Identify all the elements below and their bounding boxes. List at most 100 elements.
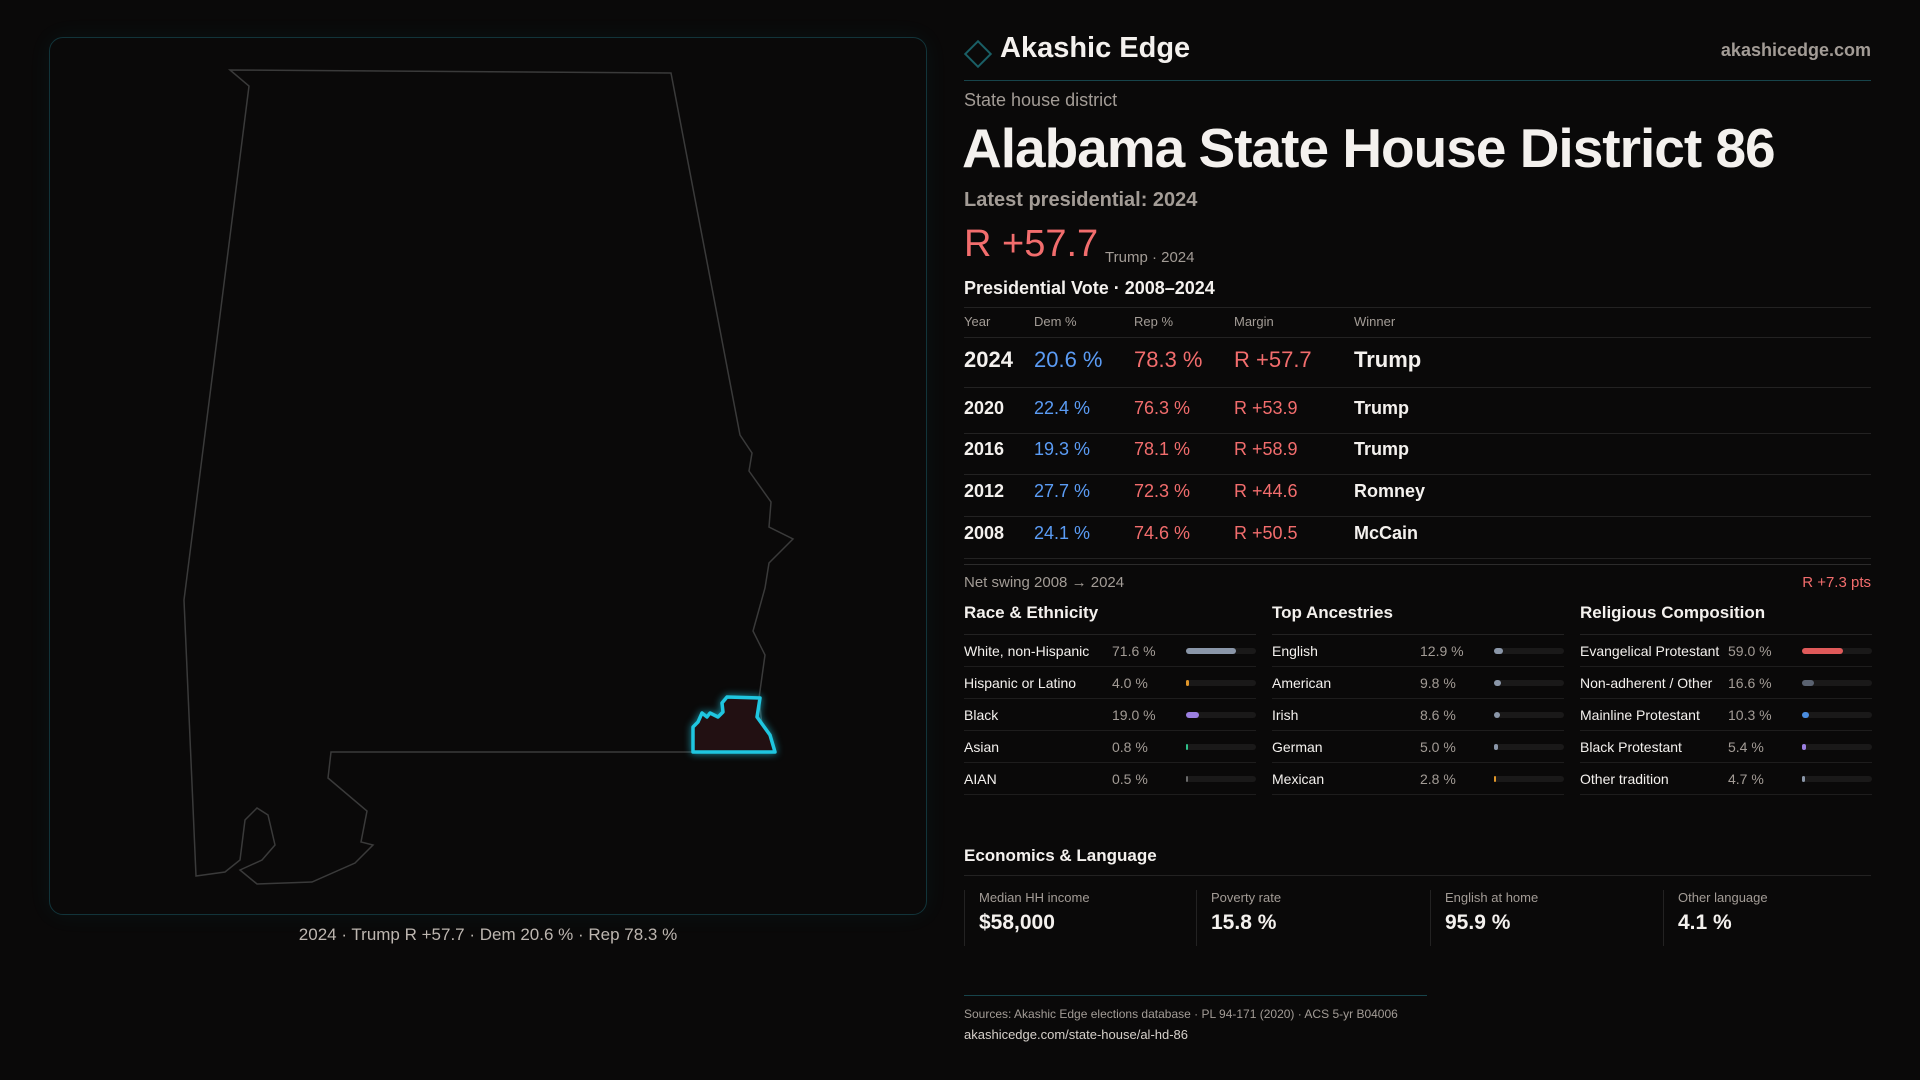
item-bar-fill xyxy=(1494,647,1504,654)
item-value: 71.6 % xyxy=(1112,642,1156,659)
section-title: Top Ancestries xyxy=(1272,603,1564,635)
list-item: AIAN 0.5 % xyxy=(964,763,1256,795)
item-bar xyxy=(1802,679,1872,686)
cell-winner: Trump xyxy=(1354,439,1410,459)
item-bar-fill xyxy=(1802,679,1814,686)
item-value: 16.6 % xyxy=(1728,674,1772,691)
item-bar-fill xyxy=(1186,743,1188,750)
list-item: American 9.8 % xyxy=(1272,667,1564,699)
list-item: Mexican 2.8 % xyxy=(1272,763,1564,795)
brand-name: Akashic Edge xyxy=(1000,32,1191,64)
religion-section: Religious Composition Evangelical Protest… xyxy=(1580,603,1872,795)
item-bar xyxy=(1802,711,1872,718)
item-value: 0.5 % xyxy=(1112,770,1148,787)
latest-margin: R +57.7 xyxy=(964,223,1099,265)
list-item: Black 19.0 % xyxy=(964,699,1256,731)
item-bar-fill xyxy=(1802,647,1844,654)
stat-card: English at home 95.9 % xyxy=(1430,890,1655,946)
item-bar-fill xyxy=(1802,743,1806,750)
item-bar xyxy=(1494,711,1564,718)
item-value: 5.4 % xyxy=(1728,738,1764,755)
net-swing-value: R +7.3 pts xyxy=(1802,574,1871,591)
item-label: Asian xyxy=(964,738,1000,755)
item-bar xyxy=(1494,679,1564,686)
item-label: Hispanic or Latino xyxy=(964,674,1077,691)
cell-dem: 20.6 % xyxy=(1034,347,1103,372)
item-value: 2.8 % xyxy=(1420,770,1456,787)
cell-dem: 24.1 % xyxy=(1034,523,1091,543)
stat-value: 4.1 % xyxy=(1678,911,1732,934)
item-label: Non-adherent / Other xyxy=(1580,674,1713,691)
cell-margin: R +57.7 xyxy=(1234,347,1312,372)
stat-card: Median HH income $58,000 xyxy=(964,890,1189,946)
latest-label: Latest presidential: 2024 xyxy=(964,189,1198,211)
pres-table-title: Presidential Vote · 2008–2024 xyxy=(964,278,1215,298)
item-bar xyxy=(1494,775,1564,782)
page-title: Alabama State House District 86 xyxy=(962,117,1776,179)
stat-label: Median HH income xyxy=(979,890,1090,905)
item-label: American xyxy=(1272,674,1332,691)
stat-value: $58,000 xyxy=(979,911,1055,934)
section-title: Religious Composition xyxy=(1580,603,1872,635)
item-value: 59.0 % xyxy=(1728,642,1772,659)
list-item: Other tradition 4.7 % xyxy=(1580,763,1872,795)
item-value: 0.8 % xyxy=(1112,738,1148,755)
item-bar xyxy=(1186,647,1256,654)
item-bar-fill xyxy=(1802,711,1810,718)
column-header: Margin xyxy=(1234,314,1274,329)
stat-card: Poverty rate 15.8 % xyxy=(1196,890,1421,946)
net-swing-label: Net swing 2008 → 2024 xyxy=(964,574,1125,591)
item-bar-fill xyxy=(1186,647,1237,654)
race-section: Race & Ethnicity White, non-Hispanic 71.6 … xyxy=(964,603,1256,795)
item-value: 9.8 % xyxy=(1420,674,1456,691)
item-bar-fill xyxy=(1494,679,1501,686)
stat-card: Other language 4.1 % xyxy=(1663,890,1888,946)
stat-label: Poverty rate xyxy=(1211,890,1282,905)
list-item: Evangelical Protestant 59.0 % xyxy=(1580,635,1872,667)
cell-dem: 19.3 % xyxy=(1034,439,1091,459)
list-item: English 12.9 % xyxy=(1272,635,1564,667)
stat-value: 95.9 % xyxy=(1445,911,1511,934)
page-url[interactable]: akashicedge.com/state-house/al-hd-86 xyxy=(964,1027,1189,1042)
item-label: Mexican xyxy=(1272,770,1325,787)
item-label: German xyxy=(1272,738,1323,755)
cell-winner: Romney xyxy=(1354,481,1426,501)
item-label: Mainline Protestant xyxy=(1580,706,1700,723)
cell-margin: R +44.6 xyxy=(1234,481,1298,501)
item-value: 5.0 % xyxy=(1420,738,1456,755)
cell-margin: R +50.5 xyxy=(1234,523,1298,543)
item-bar xyxy=(1494,743,1564,750)
ancestry-section: Top Ancestries English 12.9 % American 9.8 %… xyxy=(1272,603,1564,795)
item-label: Evangelical Protestant xyxy=(1580,642,1720,659)
map-panel[interactable] xyxy=(49,37,927,915)
map-caption: 2024 · Trump R +57.7 · Dem 20.6 % · Rep … xyxy=(298,925,678,944)
list-item: Irish 8.6 % xyxy=(1272,699,1564,731)
item-bar-fill xyxy=(1186,711,1200,718)
list-item: German 5.0 % xyxy=(1272,731,1564,763)
item-label: White, non-Hispanic xyxy=(964,642,1090,659)
cell-year: 2008 xyxy=(964,523,1005,543)
item-bar xyxy=(1494,647,1564,654)
cell-rep: 76.3 % xyxy=(1134,398,1191,418)
item-value: 8.6 % xyxy=(1420,706,1456,723)
item-value: 4.0 % xyxy=(1112,674,1148,691)
cell-rep: 72.3 % xyxy=(1134,481,1191,501)
item-bar-fill xyxy=(1802,775,1806,782)
cell-winner: McCain xyxy=(1354,523,1419,543)
cell-rep: 78.3 % xyxy=(1134,347,1203,372)
cell-year: 2012 xyxy=(964,481,1005,501)
item-bar xyxy=(1802,775,1872,782)
item-bar xyxy=(1186,743,1256,750)
list-item: Non-adherent / Other 16.6 % xyxy=(1580,667,1872,699)
column-header: Dem % xyxy=(1034,314,1077,329)
item-label: English xyxy=(1272,642,1318,659)
cell-winner: Trump xyxy=(1354,398,1410,418)
site-link[interactable]: akashicedge.com xyxy=(1720,40,1871,60)
cell-year: 2016 xyxy=(964,439,1005,459)
stat-label: Other language xyxy=(1678,890,1768,905)
cell-dem: 27.7 % xyxy=(1034,481,1091,501)
list-item: Hispanic or Latino 4.0 % xyxy=(964,667,1256,699)
latest-winner: Trump · 2024 xyxy=(1105,249,1195,266)
cell-winner: Trump xyxy=(1354,347,1422,372)
item-label: Black Protestant xyxy=(1580,738,1682,755)
